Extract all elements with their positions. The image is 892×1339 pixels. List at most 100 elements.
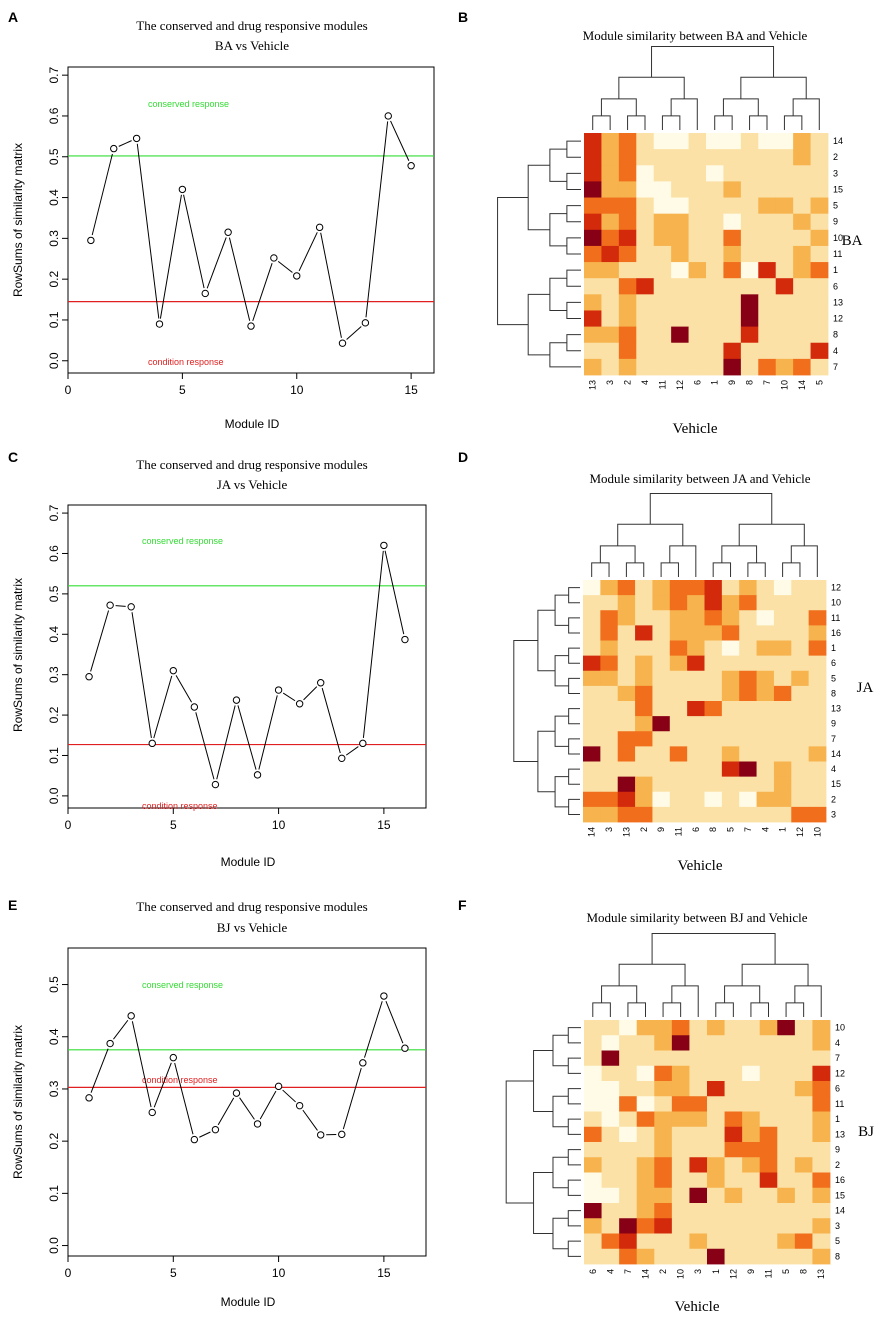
heatmap-cell <box>671 149 689 166</box>
heatmap-cell <box>687 625 705 641</box>
column-dendrogram-branch <box>625 562 645 577</box>
heatmap-cell <box>654 1065 673 1082</box>
row-dendrogram-branch <box>497 197 529 326</box>
heatmap-cell <box>773 625 792 641</box>
heatmap-cell <box>636 326 655 344</box>
series-segment <box>91 153 113 236</box>
conserved-label: conserved response <box>142 536 223 546</box>
heatmap-cell <box>775 278 794 295</box>
row-dendrogram-branch <box>552 1034 569 1067</box>
row-label: 6 <box>833 281 838 291</box>
heatmap-cell <box>601 229 620 247</box>
heatmap-cell <box>671 326 689 344</box>
row-label: 14 <box>831 749 841 759</box>
series-segment <box>153 1062 172 1108</box>
heatmap-cell <box>652 655 671 672</box>
heatmap-cell <box>756 731 775 747</box>
heatmap-cell <box>742 1203 761 1219</box>
heatmap-cell <box>653 358 672 376</box>
data-point <box>359 739 367 748</box>
series-segment <box>216 705 236 780</box>
col-label: 1 <box>711 1269 721 1274</box>
heatmap-cell <box>775 342 794 360</box>
heatmap-cell <box>584 342 602 360</box>
heatmap-cell <box>671 1065 690 1082</box>
series-segment <box>199 1131 211 1138</box>
heatmap-cell <box>759 1035 778 1051</box>
heatmap-cell <box>687 731 705 747</box>
heatmap-cell <box>791 670 810 687</box>
series-segment <box>390 120 410 161</box>
heatmap-cell <box>689 1142 708 1158</box>
heatmap-cell <box>742 1111 761 1128</box>
heatmap-cell <box>671 1111 690 1128</box>
heatmap-cell <box>583 580 601 596</box>
heatmap-cell <box>812 1126 831 1143</box>
data-point <box>127 603 135 611</box>
data-point <box>232 1089 241 1097</box>
row-dendrogram-branch <box>567 1118 581 1135</box>
heatmap-cell <box>671 245 689 263</box>
series-segment <box>237 705 257 770</box>
heatmap-cell <box>583 791 601 808</box>
x-tick-label: 10 <box>272 1266 286 1280</box>
heatmap-cell <box>671 1081 690 1097</box>
heatmap-cell <box>669 701 688 717</box>
series-segment <box>321 687 341 754</box>
heatmap-cell <box>773 791 792 808</box>
row-dendrogram-branch <box>568 677 580 694</box>
heatmap-cell <box>756 716 775 732</box>
column-dendrogram-branch <box>721 545 758 563</box>
heatmap-cell <box>619 1142 638 1158</box>
heatmap-cell <box>601 1203 620 1219</box>
heatmap-cell <box>724 1050 743 1067</box>
heatmap-cell <box>739 791 757 808</box>
heatmap-cell <box>706 181 724 198</box>
heatmap-cell <box>758 149 777 166</box>
heatmap-cell <box>812 1050 831 1067</box>
column-dendrogram-branch <box>592 1002 611 1017</box>
x-tick-label: 0 <box>65 1266 72 1280</box>
heatmap-cell <box>759 1126 778 1143</box>
heatmap-cell <box>739 761 757 778</box>
heatmap-cell <box>721 701 740 717</box>
heatmap-cell <box>794 1172 813 1189</box>
col-label: 2 <box>658 1269 668 1274</box>
data-point <box>315 223 324 232</box>
heatmap-cell <box>773 746 792 762</box>
heatmap-cell <box>671 1172 690 1189</box>
heatmap-cell <box>687 670 705 687</box>
heatmap-cell <box>635 685 653 702</box>
heatmap-cell <box>724 1126 743 1143</box>
heatmap-cell <box>742 1233 761 1250</box>
col-label: 12 <box>795 827 805 837</box>
row-label: 8 <box>833 330 838 340</box>
heatmap-cell <box>688 213 707 231</box>
heatmap-cell <box>636 1157 655 1173</box>
heatmap-cell <box>707 1157 725 1173</box>
heatmap-cell <box>653 181 672 198</box>
col-label: 13 <box>816 1269 826 1279</box>
heatmap-cell <box>704 685 723 702</box>
data-point <box>85 1094 93 1102</box>
heatmap-cell <box>669 746 688 762</box>
row-dendrogram-branch <box>568 768 580 785</box>
row-label: 1 <box>831 643 836 653</box>
heatmap-cell <box>601 1126 620 1143</box>
heatmap-cell <box>794 1020 813 1036</box>
heatmap-cell <box>619 1172 638 1189</box>
heatmap-cell <box>773 640 792 657</box>
row-label: 13 <box>835 1129 845 1139</box>
heatmap-cell <box>619 1096 638 1112</box>
heatmap-cell <box>724 1218 743 1234</box>
row-label: 13 <box>831 704 841 714</box>
col-label: 14 <box>641 1269 651 1279</box>
heatmap-cell <box>791 701 810 717</box>
panel-letter: F <box>458 897 467 913</box>
heatmap-cell <box>688 181 707 198</box>
heatmap-cell <box>704 595 723 611</box>
heatmap-cell <box>653 326 672 344</box>
heatmap-cell <box>704 761 723 778</box>
col-label: 10 <box>779 380 789 390</box>
row-label: 10 <box>831 598 841 608</box>
